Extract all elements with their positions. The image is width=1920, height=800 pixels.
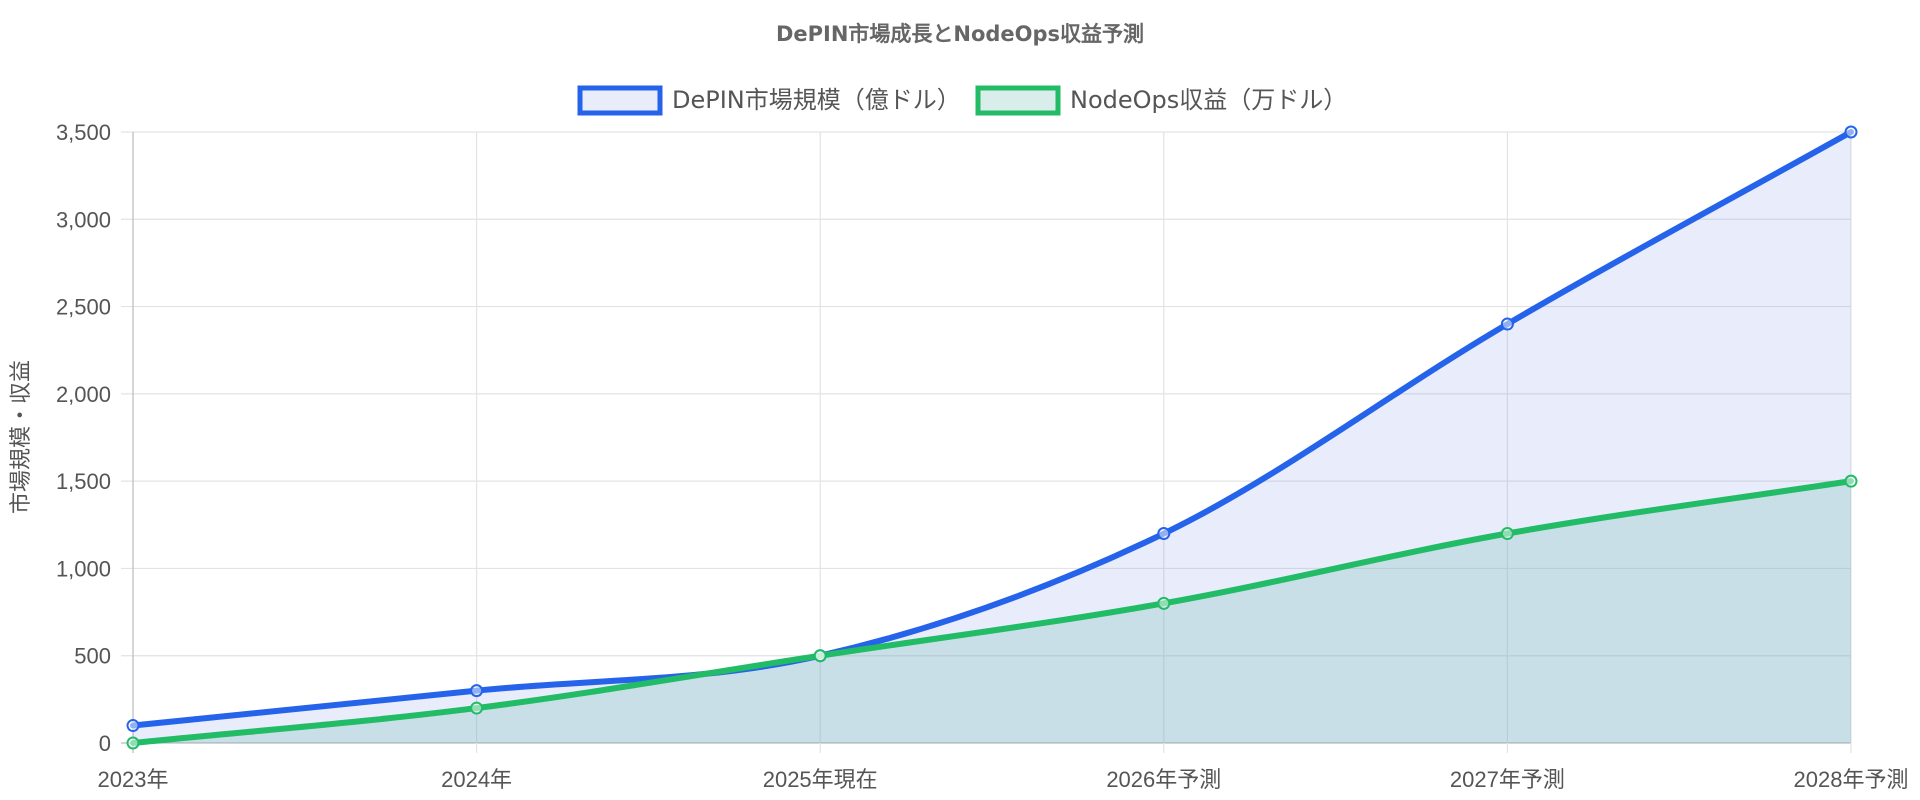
- series-area-nodeops: [133, 481, 1851, 743]
- x-tick-label: 2028年予測: [1794, 767, 1909, 792]
- data-point-depin[interactable]: [126, 719, 140, 733]
- data-point-nodeops[interactable]: [470, 701, 484, 715]
- data-point-depin[interactable]: [1157, 527, 1171, 541]
- x-axis-ticks: 2023年 2024年 2025年現在 2026年予測 2027年予測 2028年予測: [98, 767, 1909, 792]
- x-tick-label: 2025年現在: [763, 767, 878, 792]
- x-tick-label: 2026年予測: [1106, 767, 1221, 792]
- legend-label-nodeops[interactable]: NodeOps収益（万ドル）: [1070, 86, 1347, 114]
- data-point-depin[interactable]: [1844, 125, 1858, 139]
- data-point-depin[interactable]: [1500, 317, 1514, 331]
- y-tick-label: 3,000: [56, 207, 111, 232]
- series-area-depin: [133, 132, 1851, 743]
- legend-swatch-depin[interactable]: [577, 85, 663, 116]
- legend: DePIN市場規模（億ドル） NodeOps収益（万ドル）: [577, 85, 1347, 116]
- legend-label-depin[interactable]: DePIN市場規模（億ドル）: [672, 86, 961, 114]
- x-tick-label: 2024年: [441, 767, 512, 792]
- data-point-nodeops[interactable]: [1157, 596, 1171, 610]
- data-point-depin[interactable]: [470, 684, 484, 698]
- grid: [121, 131, 1852, 753]
- series-line-depin[interactable]: [130, 129, 1854, 729]
- y-tick-label: 2,500: [56, 295, 111, 320]
- series-areas: [133, 132, 1851, 743]
- y-tick-label: 1,500: [56, 469, 111, 494]
- data-point-nodeops[interactable]: [1844, 474, 1858, 488]
- series-points: [126, 125, 1858, 750]
- x-tick-label: 2027年予測: [1450, 767, 1565, 792]
- y-tick-label: 0: [99, 731, 111, 756]
- data-point-nodeops[interactable]: [813, 649, 827, 663]
- y-axis-ticks: 0 500 1,000 1,500 2,000 2,500 3,000 3,500: [56, 120, 111, 756]
- series-line-nodeops[interactable]: [130, 478, 1854, 746]
- y-axis-title: 市場規模・収益: [9, 360, 34, 514]
- y-tick-label: 2,000: [56, 382, 111, 407]
- data-point-nodeops[interactable]: [1500, 527, 1514, 541]
- series-lines: [130, 129, 1854, 746]
- data-point-nodeops[interactable]: [126, 736, 140, 750]
- y-tick-label: 500: [74, 644, 111, 669]
- chart-title: DePIN市場成長とNodeOps収益予測: [776, 22, 1144, 46]
- y-tick-label: 1,000: [56, 556, 111, 581]
- legend-swatch-nodeops[interactable]: [975, 85, 1061, 116]
- y-tick-label: 3,500: [56, 120, 111, 145]
- x-tick-label: 2023年: [98, 767, 169, 792]
